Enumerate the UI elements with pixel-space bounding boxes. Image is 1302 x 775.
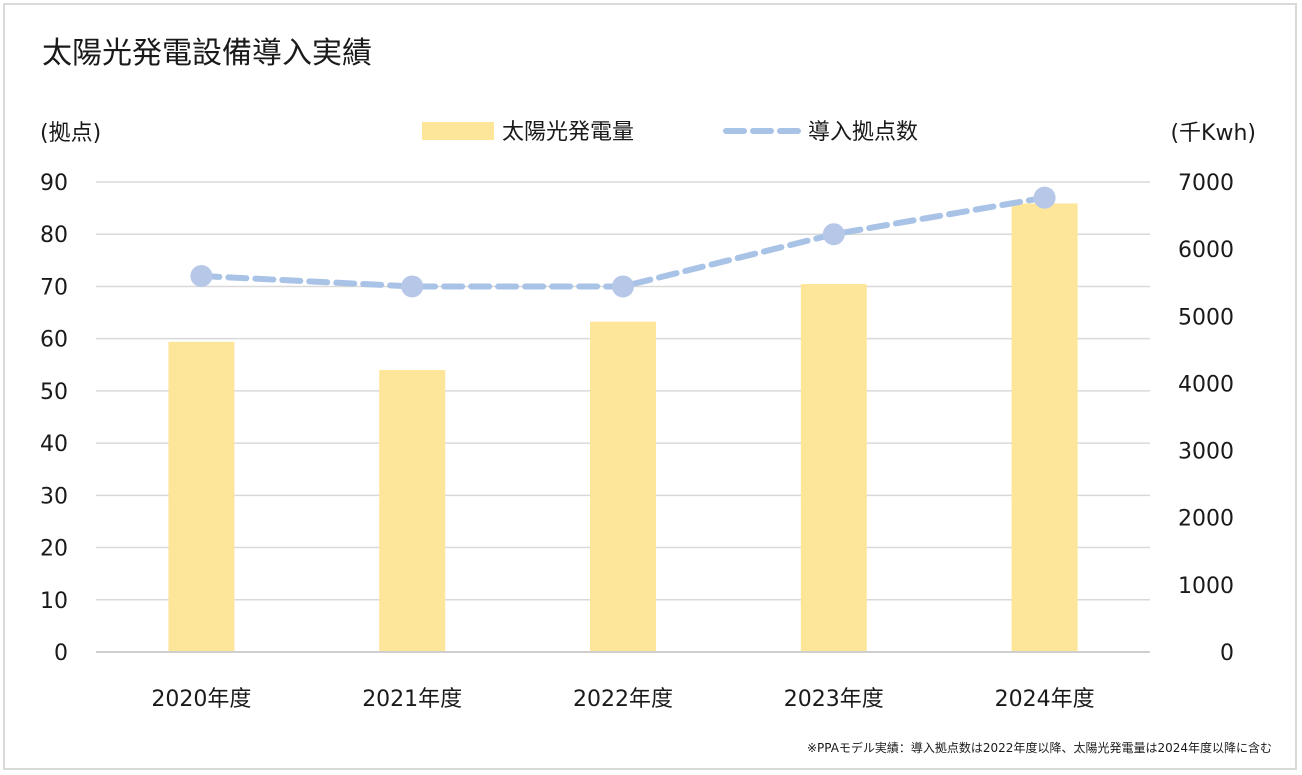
left-tick-label: 10 [40, 589, 68, 614]
line-point-2023年度 [822, 223, 845, 246]
line-series [190, 186, 1056, 298]
category-label: 2024年度 [995, 687, 1095, 712]
left-tick-label: 30 [40, 484, 68, 509]
line-point-2021年度 [401, 275, 424, 298]
bar-2024年度 [1011, 203, 1078, 651]
category-label: 2021年度 [362, 687, 462, 712]
left-tick-label: 20 [40, 537, 68, 562]
right-tick-label: 6000 [1178, 238, 1234, 263]
left-tick-label: 40 [40, 432, 68, 457]
bar-2022年度 [590, 321, 656, 651]
legend-label-line: 導入拠点数 [808, 120, 918, 145]
line-point-2022年度 [612, 275, 634, 298]
category-label: 2023年度 [784, 687, 884, 712]
right-tick-label: 1000 [1178, 574, 1234, 599]
right-tick-label: 0 [1220, 641, 1234, 666]
chart-title: 太陽光発電設備導入実績 [42, 36, 372, 71]
right-axis-ticks: 0 1000 2000 3000 4000 5000 6000 7000 [1178, 171, 1234, 666]
category-label: 2020年度 [151, 687, 251, 712]
line-point-2024年度 [1033, 186, 1056, 209]
category-label: 2022年度 [573, 687, 673, 712]
left-tick-label: 70 [40, 275, 68, 300]
left-tick-label: 60 [40, 328, 68, 353]
bar-2021年度 [379, 370, 446, 651]
left-tick-label: 0 [54, 641, 68, 666]
bar-2020年度 [168, 341, 235, 651]
footnote: ※PPAモデル実績：導入拠点数は2022年度以降、太陽光発電量は2024年度以降… [807, 740, 1272, 755]
bar-series [168, 203, 1078, 651]
left-axis-label: (拠点) [40, 121, 101, 146]
left-axis-ticks: 0 10 20 30 40 50 60 70 80 90 [40, 171, 68, 666]
right-tick-label: 5000 [1178, 305, 1234, 330]
right-tick-label: 2000 [1178, 507, 1234, 532]
legend-swatch-bar [422, 122, 494, 140]
right-tick-label: 7000 [1178, 171, 1234, 196]
line-path [198, 194, 1048, 290]
category-labels: 2020年度 2021年度 2022年度 2023年度 2024年度 [151, 687, 1094, 712]
line-point-2020年度 [190, 265, 213, 287]
left-tick-label: 80 [40, 223, 68, 248]
left-tick-label: 50 [40, 380, 68, 405]
legend-label-bar: 太陽光発電量 [502, 120, 634, 145]
bar-2023年度 [800, 284, 867, 651]
right-tick-label: 3000 [1178, 440, 1234, 465]
right-axis-label: (千Kwh) [1170, 121, 1256, 146]
right-tick-label: 4000 [1178, 372, 1234, 397]
left-tick-label: 90 [40, 171, 68, 196]
